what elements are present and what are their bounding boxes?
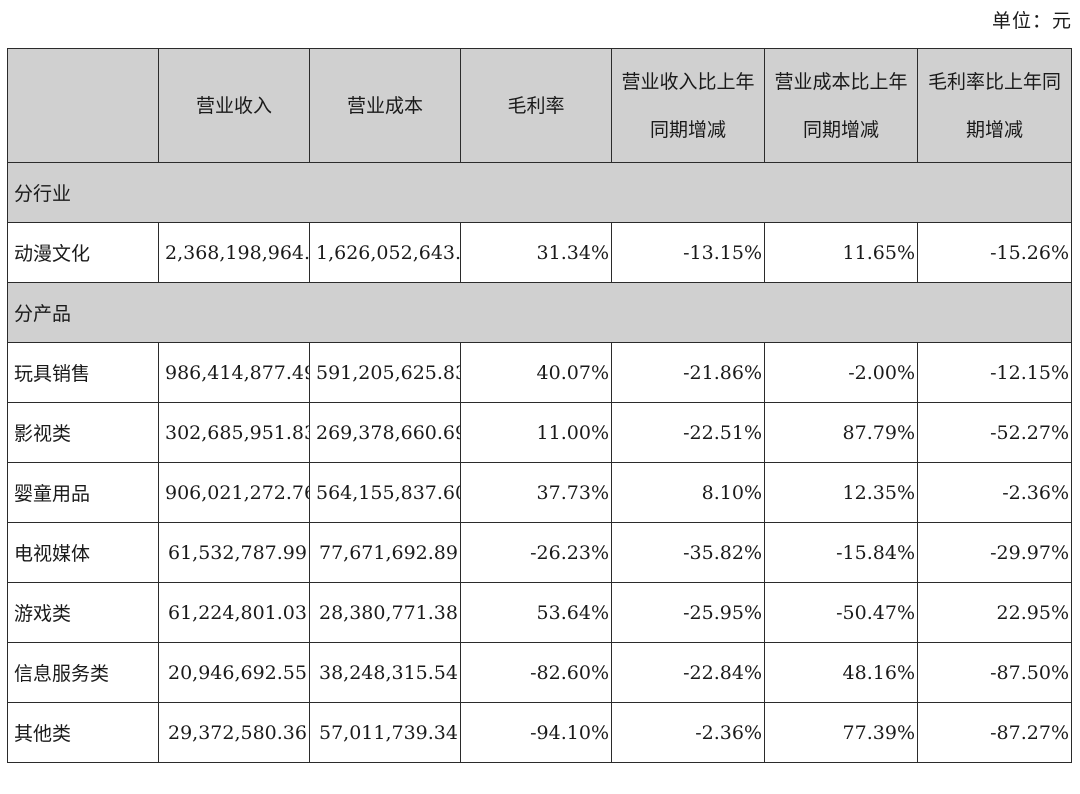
revenue-cell: 61,224,801.03 <box>158 582 310 643</box>
row-label: 其他类 <box>7 702 159 763</box>
gross-margin-cell: 11.00% <box>460 402 612 463</box>
table-row: 影视类 302,685,951.83 269,378,660.69 11.00% -22… <box>7 402 1072 463</box>
cost-cell: 57,011,739.34 <box>309 702 461 763</box>
section-title: 分产品 <box>7 282 1072 343</box>
row-label: 动漫文化 <box>7 222 159 283</box>
revenue-change-cell: -22.84% <box>611 642 765 703</box>
section-row: 分产品 <box>7 282 1072 343</box>
row-label: 婴童用品 <box>7 462 159 523</box>
margin-change-cell: -29.97% <box>917 522 1072 583</box>
header-revenue: 营业收入 <box>158 48 310 163</box>
header-revenue-change-line1: 营业收入比上年 <box>621 70 755 93</box>
gross-margin-cell: 40.07% <box>460 342 612 403</box>
header-margin-change-line1: 毛利率比上年同 <box>927 70 1061 93</box>
unit-label: 单位：元 <box>991 10 1072 32</box>
cost-cell: 1,626,052,643.27 <box>309 222 461 283</box>
gross-margin-cell: -94.10% <box>460 702 612 763</box>
header-cost-change-line1: 营业成本比上年 <box>774 70 908 93</box>
revenue-cell: 986,414,877.49 <box>158 342 310 403</box>
row-label: 影视类 <box>7 402 159 463</box>
revenue-change-cell: -13.15% <box>611 222 765 283</box>
revenue-cell: 906,021,272.76 <box>158 462 310 523</box>
revenue-cell: 20,946,692.55 <box>158 642 310 703</box>
margin-change-cell: -2.36% <box>917 462 1072 523</box>
revenue-change-cell: -2.36% <box>611 702 765 763</box>
cost-cell: 269,378,660.69 <box>309 402 461 463</box>
header-cost: 营业成本 <box>309 48 461 163</box>
header-gross-margin: 毛利率 <box>460 48 612 163</box>
margin-change-cell: -15.26% <box>917 222 1072 283</box>
revenue-cell: 2,368,198,964.01 <box>158 222 310 283</box>
header-row: 营业收入 营业成本 毛利率 营业收入比上年 同期增减 营业成本比上年 同期增减 … <box>7 48 1072 163</box>
section-row: 分行业 <box>7 162 1072 223</box>
row-label: 玩具销售 <box>7 342 159 403</box>
financial-table: 营业收入 营业成本 毛利率 营业收入比上年 同期增减 营业成本比上年 同期增减 … <box>7 48 1072 763</box>
gross-margin-cell: -26.23% <box>460 522 612 583</box>
margin-change-cell: -87.27% <box>917 702 1072 763</box>
table-row: 信息服务类 20,946,692.55 38,248,315.54 -82.60% -2… <box>7 642 1072 703</box>
margin-change-cell: -52.27% <box>917 402 1072 463</box>
revenue-cell: 29,372,580.36 <box>158 702 310 763</box>
header-blank-cell <box>7 48 159 163</box>
header-cost-change-line2: 同期增减 <box>802 118 879 141</box>
table-row: 婴童用品 906,021,272.76 564,155,837.60 37.73% 8.… <box>7 462 1072 523</box>
row-label: 游戏类 <box>7 582 159 643</box>
revenue-cell: 302,685,951.83 <box>158 402 310 463</box>
revenue-change-cell: -25.95% <box>611 582 765 643</box>
header-revenue-change-line2: 同期增减 <box>649 118 726 141</box>
cost-change-cell: 48.16% <box>764 642 918 703</box>
cost-change-cell: -2.00% <box>764 342 918 403</box>
gross-margin-cell: 53.64% <box>460 582 612 643</box>
cost-cell: 28,380,771.38 <box>309 582 461 643</box>
revenue-cell: 61,532,787.99 <box>158 522 310 583</box>
cost-cell: 38,248,315.54 <box>309 642 461 703</box>
header-margin-change-line2: 期增减 <box>965 118 1023 141</box>
revenue-change-cell: -21.86% <box>611 342 765 403</box>
cost-change-cell: 77.39% <box>764 702 918 763</box>
header-revenue-change: 营业收入比上年 同期增减 <box>611 48 765 163</box>
revenue-change-cell: 8.10% <box>611 462 765 523</box>
cost-cell: 564,155,837.60 <box>309 462 461 523</box>
cost-cell: 591,205,625.83 <box>309 342 461 403</box>
cost-change-cell: 12.35% <box>764 462 918 523</box>
margin-change-cell: 22.95% <box>917 582 1072 643</box>
table-row: 电视媒体 61,532,787.99 77,671,692.89 -26.23% -35… <box>7 522 1072 583</box>
row-label: 信息服务类 <box>7 642 159 703</box>
cost-cell: 77,671,692.89 <box>309 522 461 583</box>
gross-margin-cell: -82.60% <box>460 642 612 703</box>
revenue-change-cell: -22.51% <box>611 402 765 463</box>
margin-change-cell: -12.15% <box>917 342 1072 403</box>
margin-change-cell: -87.50% <box>917 642 1072 703</box>
cost-change-cell: 87.79% <box>764 402 918 463</box>
section-title: 分行业 <box>7 162 1072 223</box>
gross-margin-cell: 31.34% <box>460 222 612 283</box>
header-cost-change: 营业成本比上年 同期增减 <box>764 48 918 163</box>
revenue-change-cell: -35.82% <box>611 522 765 583</box>
header-margin-change: 毛利率比上年同 期增减 <box>917 48 1072 163</box>
table-row: 玩具销售 986,414,877.49 591,205,625.83 40.07% -2… <box>7 342 1072 403</box>
gross-margin-cell: 37.73% <box>460 462 612 523</box>
cost-change-cell: -15.84% <box>764 522 918 583</box>
row-label: 电视媒体 <box>7 522 159 583</box>
table-row: 动漫文化2,368,198,964.011,626,052,643.2731.3… <box>7 222 1072 283</box>
table-row: 其他类 29,372,580.36 57,011,739.34 -94.10% -2.3… <box>7 702 1072 763</box>
table-row: 游戏类 61,224,801.03 28,380,771.38 53.64% -25.9… <box>7 582 1072 643</box>
cost-change-cell: -50.47% <box>764 582 918 643</box>
cost-change-cell: 11.65% <box>764 222 918 283</box>
